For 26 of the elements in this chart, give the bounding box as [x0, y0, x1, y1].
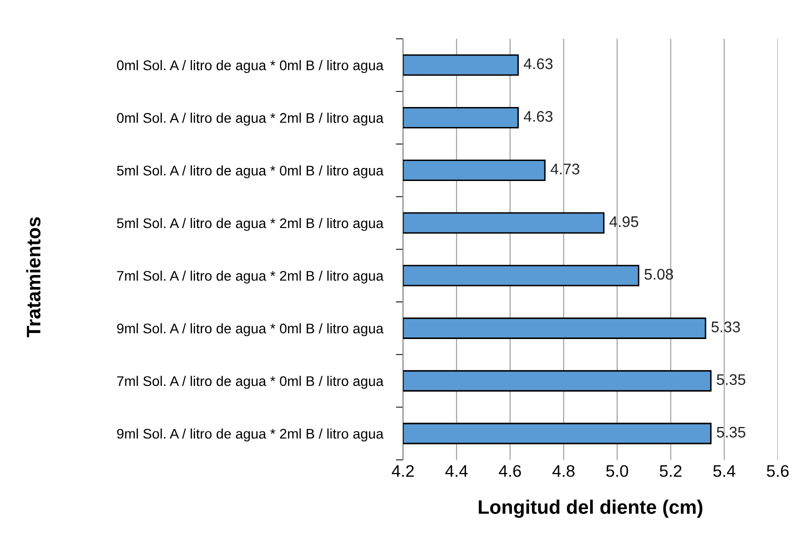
data-label: 5.33 [711, 322, 740, 332]
data-label: 4.63 [524, 58, 553, 70]
y-tick-label: 5ml Sol. A / litro de agua * 0ml B / litro agua [117, 165, 384, 178]
x-tick-label: 4.2 [392, 465, 414, 477]
data-label: 5.35 [716, 426, 746, 438]
y-tick-label: 7ml Sol. A / litro de agua * 0ml B / litro agua [117, 376, 384, 389]
data-label: 5.35 [716, 374, 746, 385]
x-tick-label: 4.4 [445, 465, 468, 477]
x-axis-title: Longitud del diente (cm) [478, 500, 702, 518]
x-tick-label: 4.6 [498, 465, 521, 477]
y-tick-label: 9ml Sol. A / litro de agua * 2ml B / litro agua [117, 428, 384, 442]
y-tick-label: 5ml Sol. A / litro de agua * 2ml B / litro agua [117, 218, 384, 231]
data-label: 5.08 [644, 268, 674, 280]
y-axis-title: Tratamientos [26, 217, 40, 338]
x-tick-label: 5.4 [713, 465, 736, 477]
y-tick-label: 0ml Sol. A / litro de agua * 2ml B / litro agua [116, 112, 384, 126]
y-tick-label: 9ml Sol. A / litro de agua * 0ml B / litro agua [117, 323, 384, 336]
data-label: 4.95 [609, 216, 638, 228]
x-tick-label: 5.2 [660, 465, 682, 477]
x-tick-label: 5.0 [606, 465, 628, 477]
y-tick-label: 7ml Sol. A / litro de agua * 2ml B / litro agua [117, 270, 384, 284]
y-tick-label: 0ml Sol. A / litro de agua * 0ml B / litro agua [116, 60, 384, 74]
data-label: 4.73 [550, 164, 580, 174]
x-tick-label: 4.8 [552, 465, 574, 477]
x-tick-label: 5.6 [766, 465, 789, 477]
data-label: 4.63 [524, 111, 553, 122]
